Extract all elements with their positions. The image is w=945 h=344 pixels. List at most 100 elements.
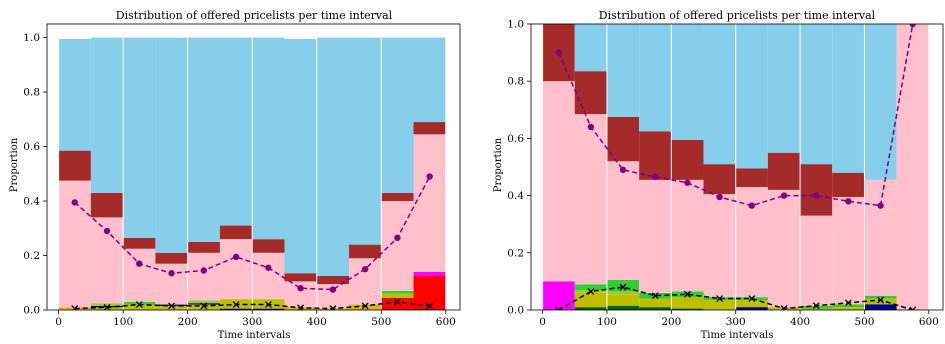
bar-segment-navy: [735, 307, 768, 310]
bar-segment-pink: [832, 197, 865, 305]
bar-segment-olive: [832, 307, 865, 310]
x-tick-label: 300: [242, 316, 262, 328]
bar-segment-olive: [703, 299, 736, 310]
bar-segment-olive: [671, 297, 704, 309]
series-point-black: [909, 306, 917, 310]
x-tick-label: 400: [790, 316, 810, 328]
bar-segment-magenta: [413, 271, 446, 276]
series-point-black: [812, 302, 820, 310]
y-tick-label: 0.2: [507, 247, 524, 259]
bar-segment-skyblue: [58, 38, 91, 151]
bar-segment-green: [381, 290, 414, 294]
series-point-purple: [780, 192, 788, 199]
axes-frame: [530, 23, 944, 311]
bar-segment-brown: [284, 273, 317, 282]
y-tick-label: 0.8: [23, 87, 40, 99]
y-tick-label: 0.8: [507, 76, 524, 88]
bar-segment-darkgreen: [606, 305, 640, 310]
bar-segment-pink: [123, 248, 156, 302]
series-point-purple: [232, 253, 240, 261]
bar-segment-brown: [606, 116, 640, 162]
bar-segment-pink: [381, 201, 414, 291]
y-tick-label: 0.0: [507, 305, 524, 317]
series-point-purple: [619, 166, 627, 174]
bar-segment-skyblue: [639, 24, 672, 132]
bar-segment-olive: [90, 307, 124, 310]
series-point-purple: [652, 173, 659, 181]
bar-segment-green: [123, 301, 156, 305]
bar-segment-pink: [155, 263, 188, 305]
bar-segment-navy: [252, 308, 285, 310]
bar-segment-pink: [542, 81, 575, 282]
plot-area: [58, 24, 447, 310]
bar-segment-skyblue: [671, 24, 704, 140]
series-point-black: [361, 302, 369, 310]
series-point-black: [168, 302, 176, 310]
series-point-purple: [394, 234, 401, 242]
bar-segment-skyblue: [381, 37, 414, 193]
bar-segment-pink: [606, 161, 640, 280]
bar-segment-brown: [832, 172, 865, 198]
series-line-black: [74, 301, 430, 310]
series-point-black: [200, 302, 208, 310]
bar-segment-navy: [187, 303, 220, 305]
series-line-black: [558, 286, 913, 310]
bar-segment-skyblue: [123, 37, 156, 238]
series-point-black: [619, 283, 627, 291]
bar-segment-green: [800, 305, 833, 309]
x-tick-label: 600: [919, 316, 939, 328]
series-point-purple: [587, 123, 595, 131]
bar-segment-olive: [864, 298, 897, 305]
bar-segment-brown: [58, 150, 91, 181]
bar-segment-skyblue: [349, 37, 382, 245]
series-point-black: [716, 295, 724, 303]
series-point-purple: [168, 270, 175, 277]
x-tick-label: 200: [178, 316, 198, 328]
chart-left-xlabel: Time intervals: [218, 330, 291, 341]
x-tick-label: 400: [307, 316, 327, 328]
bar-segment-brown: [413, 122, 446, 135]
series-point-purple: [71, 199, 78, 206]
bar-segment-pink: [639, 179, 672, 293]
bar-segment-olive: [574, 292, 607, 308]
x-tick-label: 0: [539, 316, 546, 328]
bar-segment-green: [606, 279, 640, 292]
bar-segment-olive: [187, 304, 220, 310]
bar-segment-navy: [864, 304, 897, 310]
bar-segment-skyblue: [284, 38, 317, 274]
series-point-black: [651, 292, 659, 300]
y-tick-label: 1.0: [507, 19, 524, 31]
y-tick-label: 0.4: [23, 196, 40, 208]
bar-segment-darkgreen: [574, 307, 607, 310]
chart-right-xlabel: Time intervals: [701, 330, 774, 341]
series-point-purple: [684, 179, 691, 186]
plot-area: [542, 24, 930, 310]
series-point-black: [748, 295, 756, 303]
bar-segment-green: [832, 304, 865, 308]
chart-left-plot: 0 100 200 300 400 500 600 0.0 0.2 0.4 0.6 0.8 1.0: [23, 23, 461, 328]
bar-segment-skyblue: [219, 37, 253, 226]
bar-segment-brown: [316, 275, 350, 285]
bar-segment-olive: [606, 294, 640, 306]
bar-segment-pink: [349, 258, 382, 305]
x-tick-label: 500: [371, 316, 391, 328]
bar-segment-brown: [219, 225, 253, 240]
series-point-black: [393, 298, 401, 306]
bar-segment-olive: [381, 293, 414, 298]
series-point-black: [329, 305, 337, 310]
chart-left: Distribution of offered pricelists per t…: [9, 9, 461, 341]
bar-segment-yellowgreen: [90, 303, 124, 306]
series-point-black: [555, 306, 563, 310]
series-point-black: [683, 290, 691, 298]
bar-segment-brown: [187, 241, 220, 253]
bar-segment-pink: [864, 179, 897, 296]
x-tick-label: 500: [854, 316, 874, 328]
series-point-purple: [136, 260, 143, 267]
series-point-purple: [748, 202, 756, 209]
bar-segment-skyblue: [574, 24, 607, 72]
bar-segment-pink: [187, 252, 220, 301]
series-point-black: [587, 287, 595, 295]
series-point-purple: [103, 227, 111, 235]
x-tick-label: 100: [113, 316, 133, 328]
